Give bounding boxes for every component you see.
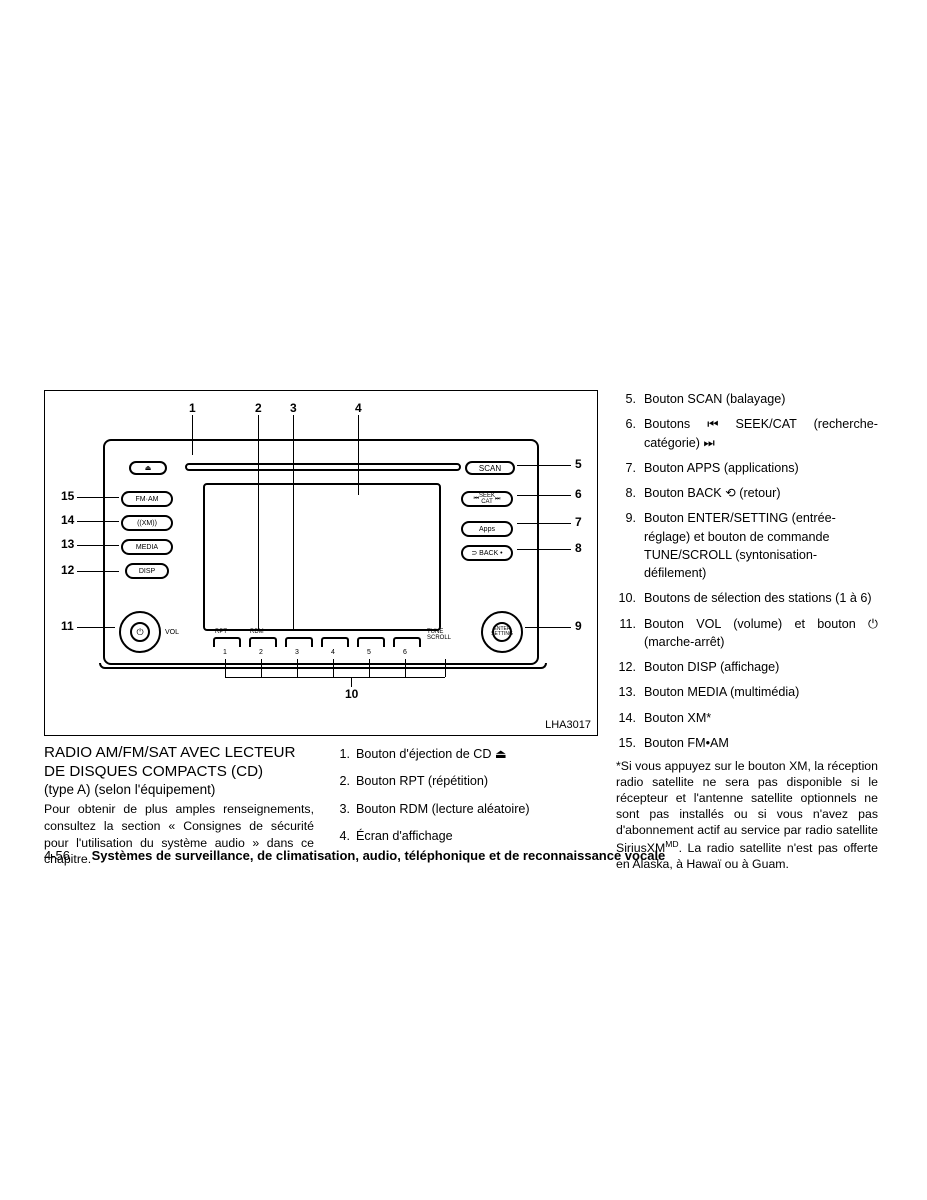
callout-3: 3 <box>290 401 297 415</box>
scan-button: SCAN <box>465 461 515 475</box>
legend-item: 4.Écran d'affichage <box>334 826 592 847</box>
legend-item: 10.Boutons de sélection des stations (1 … <box>616 589 878 607</box>
power-icon: ⏻ <box>130 622 150 642</box>
apps-button: Apps <box>461 521 513 537</box>
legend-item: 14.Bouton XM* <box>616 709 878 727</box>
legend-item: 15.Bouton FM•AM <box>616 734 878 752</box>
main-row: ⏏ SCAN FM·AM ((XM)) MEDIA DISP ⏮ SEEKCAT… <box>44 390 884 873</box>
tune-knob: ENTERSETTING <box>481 611 523 653</box>
rdm-label: RDM <box>250 629 264 635</box>
legend-item: 8.Bouton BACK ⟲ (retour) <box>616 484 878 502</box>
callout-1: 1 <box>189 401 196 415</box>
callout-13: 13 <box>61 537 74 551</box>
preset-6 <box>393 637 421 647</box>
legend-item: 2.Bouton RPT (répétition) <box>334 771 592 792</box>
preset-5 <box>357 637 385 647</box>
preset-4 <box>321 637 349 647</box>
xm-button: ((XM)) <box>121 515 173 531</box>
callout-11: 11 <box>61 619 74 633</box>
media-button: MEDIA <box>121 539 173 555</box>
section-title: RADIO AM/FM/SAT AVEC LECTEUR DE DISQUES … <box>44 744 314 781</box>
legend-item: 3.Bouton RDM (lecture aléatoire) <box>334 799 592 820</box>
radio-bezel: ⏏ SCAN FM·AM ((XM)) MEDIA DISP ⏮ SEEKCAT… <box>103 439 539 665</box>
page-footer: 4-56 Systèmes de surveillance, de climat… <box>44 848 884 863</box>
callout-2: 2 <box>255 401 262 415</box>
callout-14: 14 <box>61 513 74 527</box>
radio-diagram: ⏏ SCAN FM·AM ((XM)) MEDIA DISP ⏮ SEEKCAT… <box>44 390 598 736</box>
rpt-label: RPT <box>215 629 227 635</box>
display-screen <box>203 483 441 631</box>
fmam-button: FM·AM <box>121 491 173 507</box>
legend-right: 5.Bouton SCAN (balayage) 6.Boutons ⏮ SEEK… <box>616 390 878 873</box>
seek-button: ⏮ SEEKCAT ⏭ <box>461 491 513 507</box>
radio-unit: ⏏ SCAN FM·AM ((XM)) MEDIA DISP ⏮ SEEKCAT… <box>103 433 539 671</box>
section-subtitle: (type A) (selon l'équipement) <box>44 782 314 797</box>
disp-button: DISP <box>125 563 169 579</box>
callout-7: 7 <box>575 515 582 529</box>
chapter-title: Systèmes de surveillance, de climatisati… <box>92 848 666 863</box>
callout-12: 12 <box>61 563 74 577</box>
callout-9: 9 <box>575 619 582 633</box>
callout-5: 5 <box>575 457 582 471</box>
legend-item: 12.Bouton DISP (affichage) <box>616 658 878 676</box>
legend-item: 9.Bouton ENTER/SETTING (entrée-réglage) … <box>616 509 878 582</box>
preset-3 <box>285 637 313 647</box>
tune-label: TUNESCROLL <box>427 629 451 641</box>
legend-item: 7.Bouton APPS (applications) <box>616 459 878 477</box>
manual-page: ⏏ SCAN FM·AM ((XM)) MEDIA DISP ⏮ SEEKCAT… <box>44 390 884 873</box>
callout-15: 15 <box>61 489 74 503</box>
enter-label: ENTERSETTING <box>492 622 512 642</box>
legend-item: 5.Bouton SCAN (balayage) <box>616 390 878 408</box>
callout-10: 10 <box>345 687 358 701</box>
cd-slot <box>185 463 461 471</box>
callout-4: 4 <box>355 401 362 415</box>
legend-item: 6.Boutons ⏮ SEEK/CAT (recherche-catégori… <box>616 415 878 452</box>
callout-6: 6 <box>575 487 582 501</box>
legend-item: 13.Bouton MEDIA (multimédia) <box>616 683 878 701</box>
vol-knob: ⏻ <box>119 611 161 653</box>
eject-button: ⏏ <box>129 461 167 475</box>
legend-item: 1.Bouton d'éjection de CD ⏏ <box>334 744 592 765</box>
vol-label: VOL <box>165 629 179 636</box>
back-button: ⊃ BACK • <box>461 545 513 561</box>
preset-2 <box>249 637 277 647</box>
legend-item: 11.Bouton VOL (volume) et bouton ⏻ (marc… <box>616 615 878 652</box>
left-column: ⏏ SCAN FM·AM ((XM)) MEDIA DISP ⏮ SEEKCAT… <box>44 390 598 873</box>
preset-1 <box>213 637 241 647</box>
page-number: 4-56 <box>44 848 88 863</box>
image-code: LHA3017 <box>545 719 591 731</box>
callout-8: 8 <box>575 541 582 555</box>
